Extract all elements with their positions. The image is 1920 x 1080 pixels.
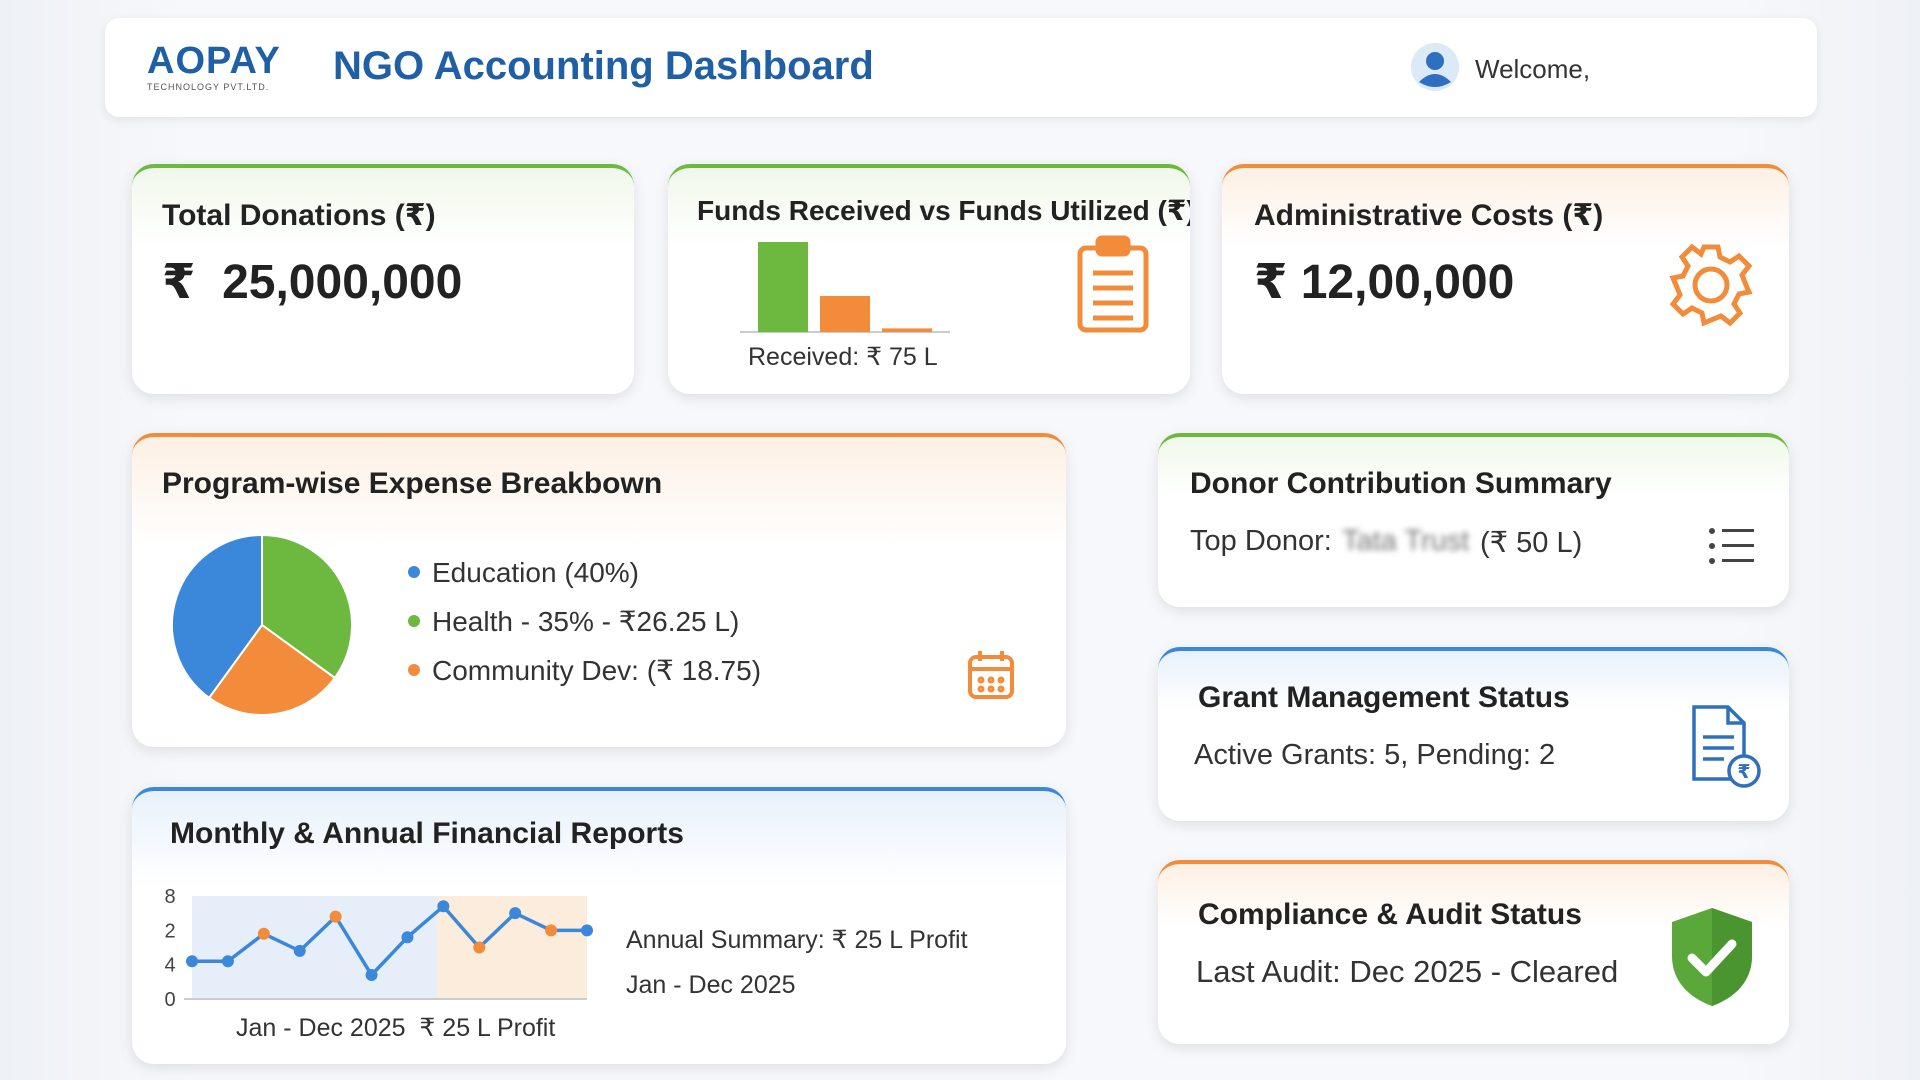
user-avatar[interactable] xyxy=(1410,42,1460,92)
card-value: ₹ 25,000,000 xyxy=(162,256,463,309)
list-icon[interactable] xyxy=(1708,525,1758,567)
calendar-icon xyxy=(968,651,1014,699)
line-point xyxy=(509,907,522,920)
pie-slice xyxy=(261,533,353,680)
line-point xyxy=(186,955,198,968)
donor-card: Donor Contribution Summary Top Donor: Ta… xyxy=(1158,433,1789,607)
clipboard-icon xyxy=(1077,235,1149,333)
logo-sub: TECHNOLOGY PVT.LTD. xyxy=(147,82,270,92)
donor-amount: (₹ 50 L) xyxy=(1480,527,1583,559)
grant-icon: ₹ xyxy=(1692,705,1761,788)
bar xyxy=(820,296,870,332)
line-point xyxy=(293,944,306,957)
svg-text:₹: ₹ xyxy=(1737,762,1750,783)
donor-name: Tata Trust xyxy=(1342,525,1470,557)
line-point xyxy=(257,927,270,940)
y-tick-label: 8 xyxy=(164,886,175,908)
legend-label: Education (40%) xyxy=(432,557,639,588)
line-point xyxy=(329,910,342,923)
compliance-text: Last Audit: Dec 2025 - Cleared xyxy=(1196,954,1619,989)
reports-chart: 8 2 4 0 Jan - Dec 2025 ₹ 25 L Profit xyxy=(164,886,593,1042)
legend-dot xyxy=(408,615,420,627)
y-tick-label: 2 xyxy=(164,920,175,942)
card-title: Administrative Costs (₹) xyxy=(1254,199,1604,232)
bar xyxy=(882,328,932,332)
period: Jan - Dec 2025 xyxy=(626,971,796,999)
line-point xyxy=(581,924,593,937)
logo: AOPAY xyxy=(147,40,281,82)
compliance-card: Compliance & Audit Status Last Audit: De… xyxy=(1158,860,1789,1044)
program-card: Program-wise Expense Breakbown Education… xyxy=(132,433,1066,747)
funds-card: Funds Received vs Funds Utilized (₹) Rec… xyxy=(668,164,1190,394)
line-point xyxy=(437,900,450,913)
admin-card: Administrative Costs (₹) ₹ 12,00,000 xyxy=(1222,164,1789,394)
chart-caption: Received: ₹ 75 L xyxy=(748,343,938,371)
card-title: Donor Contribution Summary xyxy=(1190,467,1612,500)
card-title: Grant Management Status xyxy=(1198,681,1570,714)
funds-chart xyxy=(740,235,1149,333)
legend-label: Community Dev: (₹ 18.75) xyxy=(432,655,761,686)
legend-dot xyxy=(408,566,420,578)
chart-band xyxy=(192,896,437,999)
grant-text: Active Grants: 5, Pending: 2 xyxy=(1194,739,1556,771)
card-title: Funds Received vs Funds Utilized (₹) xyxy=(697,195,1190,226)
page-title: NGO Accounting Dashboard xyxy=(333,44,874,88)
header: AOPAY TECHNOLOGY PVT.LTD. NGO Accounting… xyxy=(105,18,1817,117)
donor-label: Top Donor: xyxy=(1190,525,1332,557)
card-title: Monthly & Annual Financial Reports xyxy=(170,817,684,850)
chart-caption: Jan - Dec 2025 ₹ 25 L Profit xyxy=(236,1014,555,1042)
line-series xyxy=(192,903,587,978)
y-tick-label: 4 xyxy=(164,955,175,977)
bar xyxy=(758,242,808,332)
legend-label: Health - 35% - ₹26.25 L) xyxy=(432,606,739,637)
gear-icon xyxy=(1669,243,1753,327)
card-title: Program-wise Expense Breakbown xyxy=(162,467,663,500)
reports-card: Monthly & Annual Financial Reports 8 2 4 0 J… xyxy=(132,787,1066,1064)
card-title: Compliance & Audit Status xyxy=(1198,898,1582,931)
shield-icon xyxy=(1672,908,1752,1006)
line-point xyxy=(545,924,558,937)
line-point xyxy=(365,968,378,981)
card-title: Total Donations (₹) xyxy=(162,199,436,232)
card-value: ₹ 12,00,000 xyxy=(1254,256,1515,309)
grant-card: Grant Management Status Active Grants: 5… xyxy=(1158,647,1789,821)
line-point xyxy=(473,941,486,954)
total-donations-card: Total Donations (₹) ₹ 25,000,000 xyxy=(132,164,634,394)
annual-summary: Annual Summary: ₹ 25 L Profit xyxy=(626,926,968,954)
legend-dot xyxy=(408,664,420,676)
y-tick-label: 0 xyxy=(164,989,175,1011)
line-point xyxy=(401,931,414,944)
pie-slice xyxy=(207,623,337,716)
line-point xyxy=(221,955,234,968)
program-chart: Education (40%) Health - 35% - ₹26.25 L) C… xyxy=(171,533,1014,716)
pie-slice xyxy=(171,533,263,700)
welcome: Welcome, xyxy=(1475,54,1591,84)
